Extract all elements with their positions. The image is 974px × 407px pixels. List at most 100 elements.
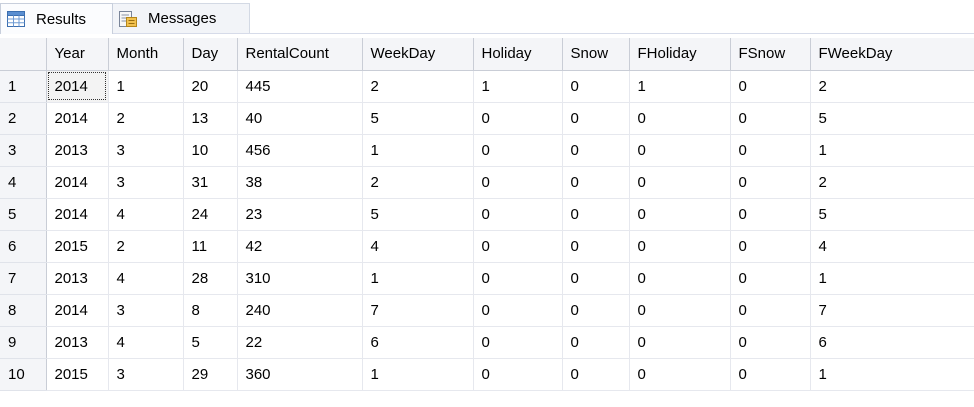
- cell-fweekday[interactable]: 1: [810, 134, 974, 167]
- cell-fholiday[interactable]: 0: [629, 166, 731, 199]
- cell-rentalcount[interactable]: 310: [237, 262, 363, 295]
- cell-snow[interactable]: 0: [562, 102, 630, 135]
- cell-weekday[interactable]: 6: [362, 326, 474, 359]
- cell-fweekday[interactable]: 5: [810, 198, 974, 231]
- row-number[interactable]: 9: [0, 326, 47, 359]
- column-header-fsnow[interactable]: FSnow: [730, 38, 811, 71]
- cell-weekday[interactable]: 5: [362, 102, 474, 135]
- table-row[interactable]: 3 2013 3 10 456 1 0 0 0 0 1: [0, 134, 974, 167]
- row-number[interactable]: 10: [0, 358, 47, 391]
- cell-year[interactable]: 2015: [46, 358, 109, 391]
- column-header-day[interactable]: Day: [183, 38, 238, 71]
- cell-month[interactable]: 3: [108, 166, 184, 199]
- row-number[interactable]: 7: [0, 262, 47, 295]
- row-number[interactable]: 5: [0, 198, 47, 231]
- cell-weekday[interactable]: 1: [362, 134, 474, 167]
- cell-fsnow[interactable]: 0: [730, 198, 811, 231]
- cell-fsnow[interactable]: 0: [730, 134, 811, 167]
- cell-weekday[interactable]: 2: [362, 166, 474, 199]
- cell-month[interactable]: 3: [108, 134, 184, 167]
- table-row[interactable]: 1 2014 1 20 445 2 1 0 1 0 2: [0, 70, 974, 103]
- column-header-holiday[interactable]: Holiday: [473, 38, 563, 71]
- cell-rentalcount[interactable]: 42: [237, 230, 363, 263]
- cell-month[interactable]: 4: [108, 326, 184, 359]
- tab-messages[interactable]: Messages: [113, 3, 250, 33]
- cell-holiday[interactable]: 0: [473, 326, 563, 359]
- cell-weekday[interactable]: 1: [362, 262, 474, 295]
- cell-fweekday[interactable]: 4: [810, 230, 974, 263]
- cell-fholiday[interactable]: 0: [629, 230, 731, 263]
- cell-weekday[interactable]: 5: [362, 198, 474, 231]
- cell-fsnow[interactable]: 0: [730, 70, 811, 103]
- cell-holiday[interactable]: 0: [473, 358, 563, 391]
- cell-day[interactable]: 20: [183, 70, 238, 103]
- cell-snow[interactable]: 0: [562, 326, 630, 359]
- cell-year[interactable]: 2014: [46, 198, 109, 231]
- cell-holiday[interactable]: 0: [473, 262, 563, 295]
- cell-snow[interactable]: 0: [562, 294, 630, 327]
- cell-day[interactable]: 11: [183, 230, 238, 263]
- cell-weekday[interactable]: 2: [362, 70, 474, 103]
- cell-day[interactable]: 5: [183, 326, 238, 359]
- cell-month[interactable]: 2: [108, 102, 184, 135]
- column-header-weekday[interactable]: WeekDay: [362, 38, 474, 71]
- cell-fweekday[interactable]: 2: [810, 70, 974, 103]
- cell-year[interactable]: 2013: [46, 326, 109, 359]
- cell-snow[interactable]: 0: [562, 166, 630, 199]
- cell-snow[interactable]: 0: [562, 262, 630, 295]
- cell-fsnow[interactable]: 0: [730, 294, 811, 327]
- column-header-fholiday[interactable]: FHoliday: [629, 38, 731, 71]
- cell-fsnow[interactable]: 0: [730, 262, 811, 295]
- row-number[interactable]: 8: [0, 294, 47, 327]
- cell-holiday[interactable]: 0: [473, 166, 563, 199]
- cell-fsnow[interactable]: 0: [730, 102, 811, 135]
- table-row[interactable]: 8 2014 3 8 240 7 0 0 0 0 7: [0, 294, 974, 327]
- column-header-fweekday[interactable]: FWeekDay: [810, 38, 974, 71]
- cell-month[interactable]: 2: [108, 230, 184, 263]
- cell-fholiday[interactable]: 0: [629, 102, 731, 135]
- cell-fholiday[interactable]: 0: [629, 198, 731, 231]
- cell-holiday[interactable]: 0: [473, 230, 563, 263]
- cell-fweekday[interactable]: 7: [810, 294, 974, 327]
- column-header-year[interactable]: Year: [46, 38, 109, 71]
- row-number[interactable]: 3: [0, 134, 47, 167]
- cell-year[interactable]: 2014: [46, 102, 109, 135]
- cell-fholiday[interactable]: 0: [629, 326, 731, 359]
- cell-fholiday[interactable]: 0: [629, 294, 731, 327]
- cell-day[interactable]: 10: [183, 134, 238, 167]
- cell-weekday[interactable]: 7: [362, 294, 474, 327]
- cell-day[interactable]: 13: [183, 102, 238, 135]
- cell-fsnow[interactable]: 0: [730, 166, 811, 199]
- cell-fholiday[interactable]: 0: [629, 134, 731, 167]
- cell-day[interactable]: 28: [183, 262, 238, 295]
- cell-rentalcount[interactable]: 445: [237, 70, 363, 103]
- cell-month[interactable]: 4: [108, 262, 184, 295]
- cell-year[interactable]: 2013: [46, 134, 109, 167]
- table-row[interactable]: 2 2014 2 13 40 5 0 0 0 0 5: [0, 102, 974, 135]
- cell-year[interactable]: 2015: [46, 230, 109, 263]
- cell-day[interactable]: 29: [183, 358, 238, 391]
- cell-rentalcount[interactable]: 22: [237, 326, 363, 359]
- cell-holiday[interactable]: 0: [473, 134, 563, 167]
- table-row[interactable]: 9 2013 4 5 22 6 0 0 0 0 6: [0, 326, 974, 359]
- cell-fsnow[interactable]: 0: [730, 358, 811, 391]
- cell-year[interactable]: 2014: [46, 166, 109, 199]
- table-row[interactable]: 4 2014 3 31 38 2 0 0 0 0 2: [0, 166, 974, 199]
- cell-month[interactable]: 4: [108, 198, 184, 231]
- cell-fweekday[interactable]: 1: [810, 262, 974, 295]
- cell-holiday[interactable]: 0: [473, 102, 563, 135]
- cell-snow[interactable]: 0: [562, 70, 630, 103]
- column-header-month[interactable]: Month: [108, 38, 184, 71]
- tab-results[interactable]: Results: [0, 3, 113, 34]
- cell-rentalcount[interactable]: 40: [237, 102, 363, 135]
- cell-month[interactable]: 1: [108, 70, 184, 103]
- table-row[interactable]: 10 2015 3 29 360 1 0 0 0 0 1: [0, 358, 974, 391]
- table-row[interactable]: 6 2015 2 11 42 4 0 0 0 0 4: [0, 230, 974, 263]
- cell-fweekday[interactable]: 1: [810, 358, 974, 391]
- cell-fweekday[interactable]: 5: [810, 102, 974, 135]
- cell-snow[interactable]: 0: [562, 134, 630, 167]
- row-number[interactable]: 4: [0, 166, 47, 199]
- cell-month[interactable]: 3: [108, 294, 184, 327]
- cell-fweekday[interactable]: 6: [810, 326, 974, 359]
- cell-day[interactable]: 8: [183, 294, 238, 327]
